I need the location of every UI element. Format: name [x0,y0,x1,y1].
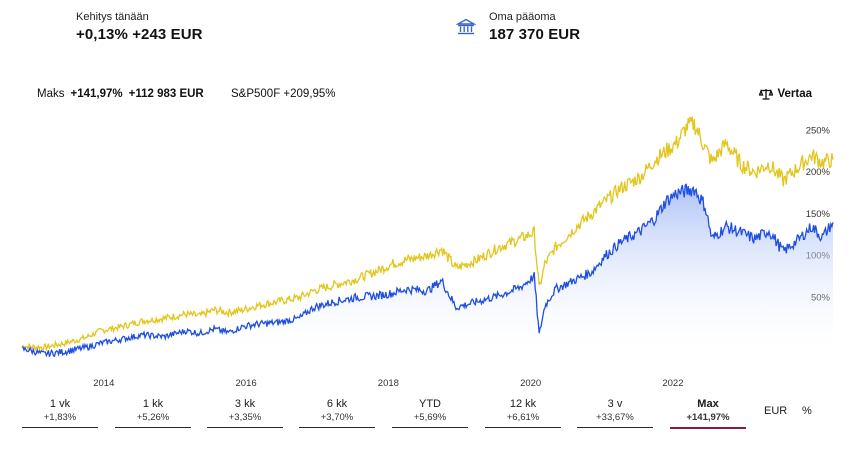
period-button-6-kk[interactable]: 6 kk +3,70% [299,398,375,428]
x-tick-label: 2022 [662,378,683,389]
y-tick-label: 200% [806,167,831,178]
max-amount: +112 983 EUR [128,88,204,100]
x-tick-label: 2016 [236,378,257,389]
period-button-12-kk[interactable]: 12 kk +6,61% [485,398,561,428]
period-value: +141,97% [686,412,730,423]
unit-percent-toggle[interactable]: % [802,405,812,417]
x-tick-label: 2020 [520,378,541,389]
period-label: 1 kk [142,398,164,410]
period-button-3-v[interactable]: 3 v +33,67% [577,398,653,428]
period-button-3-kk[interactable]: 3 kk +3,35% [207,398,283,428]
period-button-ytd[interactable]: YTD +5,69% [392,398,468,428]
period-value: +33,67% [596,412,634,423]
period-label: 3 kk [234,398,256,410]
y-tick-label: 150% [806,209,831,220]
portfolio-series-line [21,183,834,358]
portfolio-area-fill [22,184,833,360]
period-value: +1,83% [43,412,77,423]
period-label: YTD [419,398,441,410]
period-label: 3 v [607,398,623,410]
bank-icon [456,18,476,35]
equity-value: 187 370 EUR [489,26,581,43]
period-value: +3,70% [320,412,354,423]
today-performance: Kehitys tänään +0,13% +243 EUR [76,11,203,43]
period-value: +3,35% [228,412,262,423]
period-value: +5,26% [136,412,170,423]
period-value: +6,61% [506,412,540,423]
period-label: 12 kk [509,398,537,410]
period-label: 6 kk [326,398,348,410]
period-button-1-kk[interactable]: 1 kk +5,26% [115,398,191,428]
period-button-1-vk[interactable]: 1 vk +1,83% [22,398,98,428]
period-label: 1 vk [49,398,71,410]
compare-button[interactable]: Vertaa [759,88,812,100]
x-tick-label: 2014 [93,378,114,389]
period-value: +5,69% [413,412,447,423]
today-percent: +0,13% [76,26,128,43]
x-tick-label: 2018 [378,378,399,389]
max-summary: Maks +141,97% +112 983 EUR [37,88,204,100]
compare-label: Vertaa [777,88,812,100]
period-label: Max [697,398,719,410]
benchmark-summary: S&P500F +209,95% [231,88,336,100]
scale-icon [759,89,774,100]
equity-label: Oma pääoma [489,11,556,23]
max-percent: +141,97% [70,88,123,100]
y-tick-label: 250% [806,126,831,137]
today-label: Kehitys tänään [76,11,149,23]
unit-eur-toggle[interactable]: EUR [764,405,788,417]
equity-summary: Oma pääoma 187 370 EUR [489,11,580,43]
period-button-max[interactable]: Max +141,97% [670,398,746,429]
max-period-label: Maks [37,88,65,100]
benchmark-series-line [21,116,834,352]
today-amount: +243 EUR [132,26,203,43]
today-values: +0,13% +243 EUR [76,26,203,43]
